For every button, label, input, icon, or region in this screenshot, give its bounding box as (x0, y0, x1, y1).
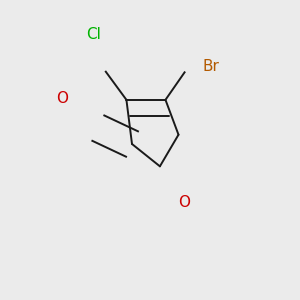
Text: O: O (178, 195, 190, 210)
Text: O: O (56, 91, 68, 106)
Text: Cl: Cl (86, 27, 101, 42)
Text: Br: Br (202, 59, 220, 74)
